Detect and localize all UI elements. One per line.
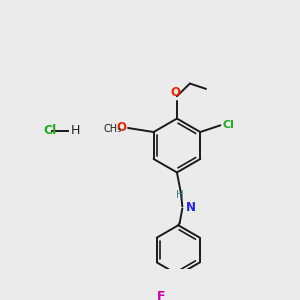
- Text: O: O: [171, 86, 181, 99]
- Text: Cl: Cl: [44, 124, 57, 137]
- Text: H: H: [176, 190, 184, 200]
- Text: O: O: [117, 121, 127, 134]
- Text: Cl: Cl: [223, 120, 235, 130]
- Text: F: F: [157, 290, 166, 300]
- Text: CH₃: CH₃: [103, 124, 121, 134]
- Text: N: N: [186, 201, 196, 214]
- Text: H: H: [70, 124, 80, 137]
